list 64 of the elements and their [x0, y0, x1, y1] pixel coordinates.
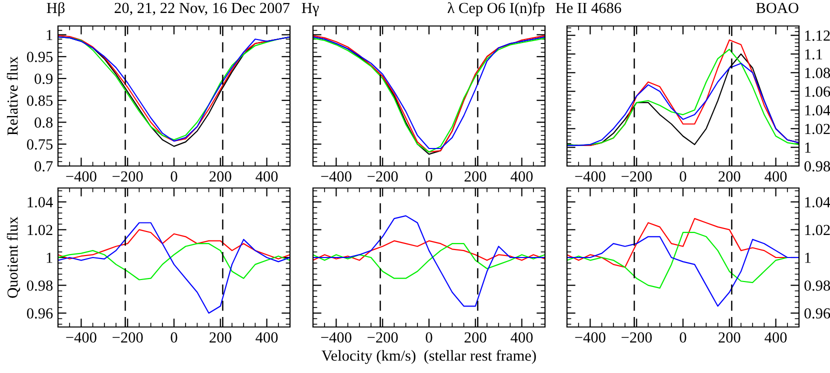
y-tick-label: 1.02	[28, 224, 52, 236]
x-tick-label: −400	[321, 332, 352, 343]
x-tick-label: 200	[210, 332, 232, 343]
chart-subtitle: 20, 21, 22 Nov, 16 Dec 2007	[114, 2, 290, 16]
y2-tick-label: 1.02	[805, 124, 830, 134]
x-tick-label: 200	[210, 171, 232, 182]
y-tick-label: 0.85	[26, 96, 53, 106]
x-tick-label: 400	[764, 171, 787, 182]
chart-title: Hβ	[46, 2, 65, 16]
x-tick-label: 0	[426, 332, 432, 343]
y2-tick-label: 0.96	[804, 308, 830, 319]
x-tick-label: −400	[66, 332, 96, 343]
x-tick-label: 0	[426, 171, 432, 182]
x-tick-label: −400	[575, 171, 606, 182]
x-tick-label: −400	[66, 171, 96, 182]
chart-title: Hγ	[302, 2, 319, 16]
x-tick-label: −200	[622, 332, 652, 343]
x-tick-label: −400	[575, 332, 606, 343]
y-tick-label: 0.7	[34, 161, 53, 172]
y2-tick-label: 1.1	[805, 49, 822, 60]
x-tick-label: 400	[510, 171, 533, 182]
y2-tick-label: 1.08	[805, 68, 830, 78]
y-tick-label: 1	[46, 252, 52, 263]
x-tick-label: 200	[464, 332, 486, 343]
y-axis-title: Quotient flux	[6, 216, 20, 298]
x-tick-label: −200	[112, 332, 143, 343]
y2-tick-label: 0.98	[804, 280, 830, 291]
y2-tick-label: 0.98	[804, 161, 830, 172]
chart-subtitle: λ Cep O6 I(n)fp	[448, 2, 544, 16]
y-tick-label: 0.96	[26, 308, 53, 319]
x-tick-label: 400	[256, 171, 278, 182]
y-axis-title: Relative flux	[6, 56, 18, 136]
x-tick-label: 0	[170, 171, 178, 182]
x-tick-label: −400	[321, 171, 352, 182]
y2-tick-label: 1.04	[805, 105, 830, 116]
x-tick-label: 200	[464, 171, 486, 182]
y-tick-label: 0.9	[34, 74, 53, 84]
x-tick-label: 0	[680, 171, 686, 182]
x-tick-label: −200	[112, 171, 143, 182]
x-axis-title: Velocity (km/s) (stellar rest frame)	[322, 350, 536, 364]
x-tick-label: −200	[368, 171, 398, 182]
y2-tick-label: 1	[805, 142, 811, 153]
x-tick-label: 400	[764, 332, 787, 343]
x-tick-label: 0	[680, 332, 686, 343]
x-tick-label: 400	[510, 332, 533, 343]
y2-tick-label: 1.02	[805, 224, 830, 236]
y-tick-label: 0.8	[34, 117, 53, 128]
y2-tick-label: 1.06	[805, 86, 830, 97]
x-tick-label: −200	[368, 332, 398, 343]
x-tick-label: −200	[622, 171, 652, 182]
y-tick-label: 1.04	[28, 197, 53, 208]
chart-title: He II 4686	[556, 2, 622, 14]
x-tick-label: 0	[170, 332, 178, 343]
x-tick-label: 400	[256, 332, 278, 343]
chart-subtitle: BOAO	[756, 2, 798, 14]
y-tick-label: 0.95	[26, 52, 53, 62]
y-tick-label: 0.75	[26, 139, 53, 150]
y2-tick-label: 1.04	[805, 197, 830, 208]
y-tick-label: 0.98	[26, 280, 53, 291]
y2-tick-label: 1	[805, 252, 811, 263]
y-tick-label: 1	[46, 30, 52, 40]
x-tick-label: 200	[718, 171, 740, 182]
x-tick-label: 200	[718, 332, 740, 343]
y2-tick-label: 1.12	[805, 30, 830, 41]
